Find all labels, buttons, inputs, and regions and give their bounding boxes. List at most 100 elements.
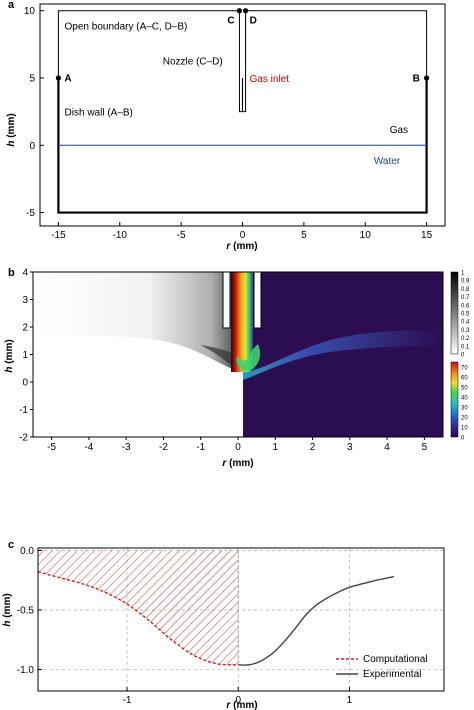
nozzle-left-wall bbox=[238, 10, 243, 113]
y-tick-label-b: 0 bbox=[22, 378, 28, 389]
point-d bbox=[242, 8, 249, 14]
y-unit-a: (mm) bbox=[6, 113, 17, 137]
open-boundary-right bbox=[245, 10, 428, 78]
x-tick-label-b: 4 bbox=[384, 442, 390, 453]
colorbar-color-tick-label: 70 bbox=[461, 366, 468, 372]
legend-label-computational: Computational bbox=[363, 654, 427, 665]
panel-b: -5 -4 -3 -2 -1 0 1 2 3 4 5 -2 -1 0 1 2 3 4 0 0.1 0.2 0.3 0.4 0… bbox=[4, 268, 470, 470]
y-var-c: h bbox=[2, 621, 13, 627]
legend: Computational Experimental bbox=[336, 654, 427, 680]
open-boundary-left bbox=[57, 10, 240, 78]
colorbar-ticks: 00.10.20.30.40.50.60.70.80.9101020304050… bbox=[461, 271, 470, 442]
point-label-b: B bbox=[413, 74, 420, 85]
y-tick-label-a: -5 bbox=[26, 208, 35, 219]
y-tick-label-b: 3 bbox=[22, 295, 28, 306]
nozzle-right-wall-b bbox=[253, 271, 262, 329]
heatmap-right-background bbox=[243, 272, 443, 437]
y-axis-label-c: h (mm) bbox=[2, 593, 13, 626]
x-tick-label-b: 5 bbox=[422, 442, 428, 453]
x-tick-label-c: -1 bbox=[123, 695, 132, 706]
colorbar-color-tick-label: 20 bbox=[461, 416, 468, 422]
x-tick-label-b: 3 bbox=[347, 442, 353, 453]
colorbar-color-tick-label: 50 bbox=[461, 386, 468, 392]
x-tick-label-b: -2 bbox=[159, 442, 168, 453]
x-tick-label-a: 15 bbox=[421, 230, 433, 241]
x-tick-label-b: 0 bbox=[235, 442, 241, 453]
heatmap-field bbox=[33, 272, 443, 437]
y-tick-label-c: -1.0 bbox=[17, 665, 35, 676]
x-tick-label-b: -1 bbox=[196, 442, 205, 453]
label-water: Water bbox=[374, 156, 401, 167]
point-label-a: A bbox=[64, 74, 71, 85]
colorbar-gray-tick-label: 0.2 bbox=[461, 336, 470, 342]
colorbar-gray-tick-label: 0.6 bbox=[461, 303, 470, 309]
y-unit-b: (mm) bbox=[4, 339, 15, 363]
point-c bbox=[236, 8, 243, 14]
colorbar-color bbox=[450, 361, 459, 438]
panel-letter-b: b bbox=[8, 267, 15, 279]
heatmap-right-plume bbox=[243, 330, 443, 380]
colorbar-gray-tick-label: 0.9 bbox=[461, 279, 470, 285]
x-axis-label-a: r (mm) bbox=[226, 241, 257, 252]
y-tick-label-a: 0 bbox=[29, 141, 35, 152]
y-axis-label-b: h (mm) bbox=[4, 339, 15, 372]
label-dish-wall: Dish wall (A–B) bbox=[65, 108, 133, 119]
x-tick-label-b: -3 bbox=[122, 442, 131, 453]
colorbar-color-tick-label: 30 bbox=[461, 406, 468, 412]
colorbar-gray-tick-label: 0.1 bbox=[461, 344, 470, 350]
y-tick-label-b: 1 bbox=[22, 350, 28, 361]
y-tick-label-b: 4 bbox=[22, 268, 28, 279]
x-var-b: r bbox=[222, 458, 227, 469]
x-tick-label-c: 1 bbox=[347, 695, 353, 706]
point-a bbox=[55, 75, 62, 81]
y-tick-label-c: -0.5 bbox=[17, 605, 35, 616]
legend-label-experimental: Experimental bbox=[363, 669, 421, 680]
nozzle-right-wall bbox=[242, 10, 247, 113]
panel-letter-c: c bbox=[8, 539, 14, 551]
colorbar-gray-tick-label: 0 bbox=[461, 353, 465, 359]
y-tick-label-a: 5 bbox=[29, 74, 35, 85]
y-tick-label-b: -2 bbox=[19, 433, 28, 444]
heatmap-jet-foot bbox=[236, 344, 261, 372]
colorbar-gray-tick-label: 0.3 bbox=[461, 328, 470, 334]
hatched-region bbox=[38, 550, 239, 665]
colorbar-gray bbox=[450, 271, 459, 355]
panel-c: -1 0 1 0.0 -0.5 -1.0 Computational Experiment… bbox=[2, 546, 445, 710]
x-axis-label-c: r (mm) bbox=[226, 700, 257, 710]
series-line-experimental bbox=[238, 575, 395, 666]
point-label-d: D bbox=[250, 16, 257, 27]
colorbar-gray-tick-label: 0.5 bbox=[461, 312, 470, 318]
colorbar-color-tick-label: 10 bbox=[461, 426, 468, 432]
colorbar-gray-tick-label: 1 bbox=[461, 271, 465, 277]
x-unit-a: (mm) bbox=[233, 241, 257, 252]
x-tick-label-a: 0 bbox=[240, 230, 246, 241]
axis-ticks-c: -1 0 1 0.0 -0.5 -1.0 bbox=[17, 546, 353, 706]
point-label-c: C bbox=[227, 16, 234, 27]
x-var-a: r bbox=[226, 241, 231, 252]
panel-letter-a: a bbox=[8, 0, 15, 11]
x-var-c: r bbox=[226, 700, 231, 710]
label-nozzle: Nozzle (C–D) bbox=[163, 57, 223, 68]
colorbar-color-tick-label: 60 bbox=[461, 376, 468, 382]
x-tick-label-b: -5 bbox=[47, 442, 56, 453]
y-unit-c: (mm) bbox=[2, 593, 13, 617]
y-var-a: h bbox=[6, 141, 17, 147]
colorbar-gray-tick-label: 0.7 bbox=[461, 295, 470, 301]
colorbar-gray-tick-label: 0.4 bbox=[461, 320, 470, 326]
panel-a: -15 -10 -5 0 5 10 15 -5 0 5 10 Open boundary (A–C,… bbox=[6, 3, 446, 252]
axis-ticks-a: -15 -10 -5 0 5 10 15 -5 0 5 10 bbox=[24, 6, 433, 241]
heatmap-left-gas-field bbox=[33, 272, 243, 372]
y-tick-label-b: -1 bbox=[19, 405, 28, 416]
x-tick-label-a: -10 bbox=[113, 230, 128, 241]
y-axis-label-a: h (mm) bbox=[6, 113, 17, 146]
label-open-boundary: Open boundary (A–C, D–B) bbox=[65, 22, 188, 33]
grid-c bbox=[38, 548, 444, 691]
x-tick-label-a: -5 bbox=[177, 230, 186, 241]
x-axis-label-b: r (mm) bbox=[222, 458, 253, 469]
label-gas: Gas bbox=[390, 125, 408, 136]
point-b bbox=[423, 75, 430, 81]
axis-ticks-b: -5 -4 -3 -2 -1 0 1 2 3 4 5 -2 -1 0 1 2 3 4 bbox=[19, 268, 427, 454]
series-line-computational bbox=[37, 571, 239, 666]
x-tick-label-c: 0 bbox=[235, 695, 241, 706]
